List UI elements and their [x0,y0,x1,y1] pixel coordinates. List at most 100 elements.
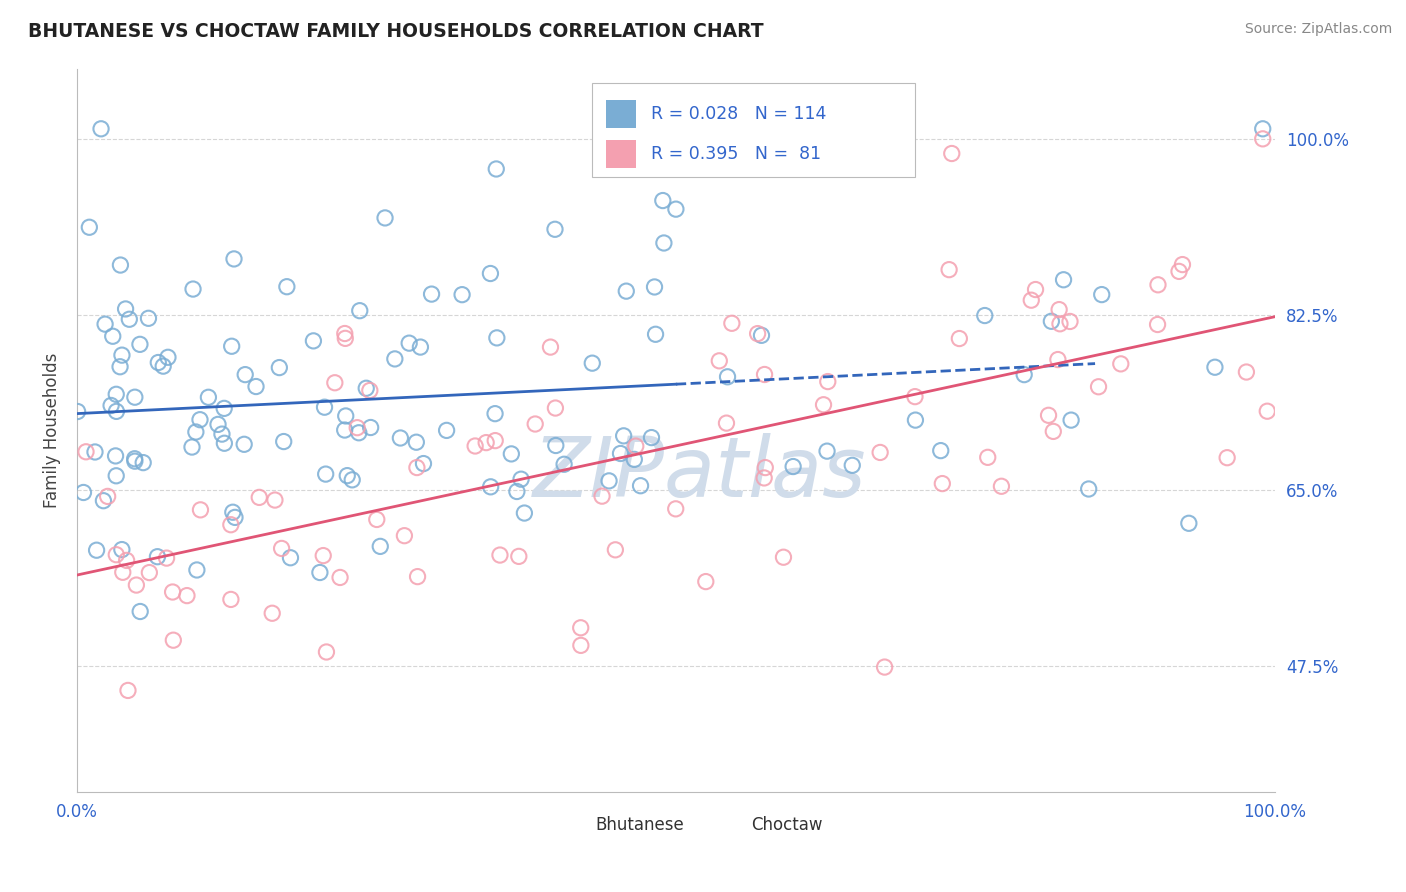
Point [630,479,652,493]
Point [501,447,523,461]
Text: BHUTANESE VS CHOCTAW FAMILY HOUSEHOLDS CORRELATION CHART: BHUTANESE VS CHOCTAW FAMILY HOUSEHOLDS C… [28,22,763,41]
Point [222,505,245,519]
Point [132,456,155,470]
Point [569,621,592,635]
Point [111,348,134,362]
Point [644,280,666,294]
Point [125,578,148,592]
Point [323,376,346,390]
Point [1216,450,1239,465]
Point [111,566,134,580]
Point [247,491,270,505]
Point [754,368,776,382]
Point [155,551,177,566]
Point [782,459,804,474]
Point [609,446,631,460]
Point [162,633,184,648]
Point [484,434,506,448]
Point [104,449,127,463]
Point [90,121,112,136]
Point [464,439,486,453]
Point [384,351,406,366]
Point [948,332,970,346]
Point [569,639,592,653]
Point [329,570,352,584]
Point [280,550,302,565]
Point [1060,413,1083,427]
Text: R = 0.028   N = 114: R = 0.028 N = 114 [651,105,827,123]
Point [219,592,242,607]
Point [336,468,359,483]
Point [181,440,204,454]
Point [394,529,416,543]
Point [398,336,420,351]
Point [524,417,547,431]
Point [665,202,688,216]
Point [100,399,122,413]
Point [613,429,636,443]
Point [309,566,332,580]
FancyBboxPatch shape [606,100,637,128]
Point [105,387,128,401]
Point [1077,482,1099,496]
Point [931,476,953,491]
Point [75,444,97,458]
Point [138,311,160,326]
Point [333,423,356,437]
Point [276,279,298,293]
Point [1025,283,1047,297]
Point [813,398,835,412]
Point [1109,357,1132,371]
Point [101,329,124,343]
Point [360,420,382,434]
Point [1059,314,1081,328]
Point [66,404,89,418]
Point [451,287,474,301]
Point [302,334,325,348]
Point [105,548,128,562]
Point [436,424,458,438]
Point [665,501,688,516]
Point [197,390,219,404]
Point [347,425,370,440]
Point [695,574,717,589]
FancyBboxPatch shape [606,140,637,168]
Point [1204,360,1226,375]
Point [264,493,287,508]
Point [124,390,146,404]
Point [156,351,179,365]
Point [772,550,794,565]
Point [904,390,927,404]
Point [1091,287,1114,301]
Point [1012,368,1035,382]
Point [747,326,769,341]
Point [214,436,236,450]
Point [484,407,506,421]
Point [485,161,508,176]
Point [212,401,235,416]
Point [508,549,530,564]
Point [644,327,666,342]
Point [129,337,152,351]
Point [941,146,963,161]
Point [346,420,368,434]
Point [115,553,138,567]
Point [716,369,738,384]
Point [973,309,995,323]
Point [117,683,139,698]
Text: Bhutanese: Bhutanese [596,816,685,834]
Point [409,340,432,354]
Point [817,375,839,389]
Point [146,549,169,564]
Point [1052,273,1074,287]
Point [420,287,443,301]
Point [124,451,146,466]
Point [1171,258,1194,272]
FancyBboxPatch shape [718,812,744,838]
Point [489,548,512,562]
Point [270,541,292,556]
Point [190,503,212,517]
Point [84,445,107,459]
Text: Source: ZipAtlas.com: Source: ZipAtlas.com [1244,22,1392,37]
Point [124,454,146,468]
